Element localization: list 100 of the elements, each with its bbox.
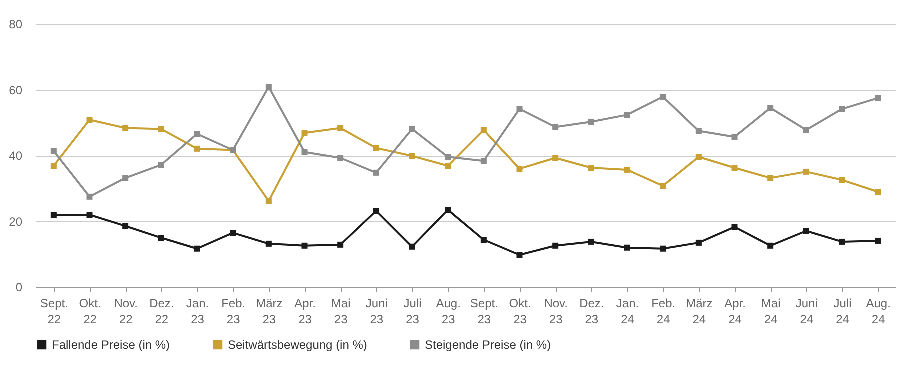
- x-tick-label: Juli 24: [834, 296, 852, 326]
- point: [373, 170, 380, 176]
- x-tick-label: Nov. 23: [544, 296, 568, 326]
- y-tick-label: 80: [9, 18, 23, 32]
- point: [50, 163, 57, 170]
- point: [302, 130, 308, 136]
- point: [338, 155, 344, 162]
- point: [516, 106, 523, 112]
- point: [803, 228, 810, 234]
- point: [86, 212, 93, 218]
- point: [266, 84, 272, 90]
- point: [50, 212, 57, 218]
- x-tick-label: Apr. 23: [294, 296, 316, 326]
- point: [302, 242, 308, 249]
- x-tick-label: Okt. 22: [79, 296, 102, 326]
- point: [480, 236, 487, 243]
- point: [158, 162, 164, 168]
- x-tick-label: März 23: [256, 296, 283, 326]
- x-tick-label: Mai 23: [331, 296, 351, 326]
- point: [660, 183, 666, 190]
- x-tick-label: März 24: [686, 296, 713, 326]
- point: [768, 105, 774, 112]
- point: [839, 106, 846, 112]
- point: [588, 164, 594, 171]
- x-tick-label: Dez. 22: [150, 296, 174, 326]
- x-tick-label: Mai 24: [761, 296, 781, 326]
- point: [552, 242, 559, 249]
- point: [624, 166, 630, 173]
- point: [445, 207, 452, 214]
- point: [660, 94, 666, 100]
- x-tick-label: Dez. 23: [580, 296, 604, 326]
- x-tick-label: Apr. 24: [724, 296, 746, 326]
- legend-label: Seitwärtsbewegung (in %): [228, 338, 368, 352]
- point: [696, 154, 702, 160]
- point: [373, 145, 380, 152]
- point: [696, 128, 702, 134]
- point: [409, 153, 416, 160]
- point: [875, 95, 882, 102]
- point: [732, 164, 738, 171]
- x-tick-label: Juni 23: [366, 296, 388, 326]
- point: [86, 194, 93, 200]
- legend-label: Steigende Preise (in %): [425, 338, 552, 352]
- point: [50, 148, 57, 154]
- point: [839, 238, 846, 245]
- point: [338, 125, 344, 132]
- point: [768, 175, 774, 182]
- point: [552, 155, 559, 162]
- x-tick-label: Okt. 23: [509, 296, 532, 326]
- point: [624, 244, 630, 251]
- point: [445, 163, 452, 170]
- point: [768, 242, 774, 249]
- point: [732, 134, 738, 140]
- x-tick-label: Aug. 24: [866, 296, 891, 326]
- point: [194, 246, 200, 252]
- point: [194, 131, 200, 138]
- legend-label: Fallende Preise (in %): [52, 338, 170, 352]
- point: [875, 188, 882, 195]
- point: [624, 112, 630, 118]
- point: [158, 235, 164, 242]
- point: [194, 146, 200, 152]
- point: [302, 149, 308, 156]
- point: [588, 238, 594, 245]
- point: [588, 118, 594, 125]
- point: [86, 116, 93, 123]
- point: [373, 208, 380, 214]
- point: [660, 246, 666, 252]
- point: [875, 238, 882, 244]
- point: [122, 223, 129, 230]
- point: [552, 124, 559, 130]
- point: [480, 158, 487, 164]
- y-tick-label: 0: [16, 280, 23, 294]
- point: [122, 125, 129, 132]
- point: [839, 177, 846, 184]
- x-tick-label: Sept. 23: [470, 296, 498, 326]
- point: [803, 127, 810, 134]
- point: [266, 240, 272, 247]
- point: [732, 224, 738, 230]
- point: [230, 230, 236, 236]
- y-tick-label: 60: [9, 83, 23, 98]
- x-tick-label: Feb. 23: [222, 296, 246, 326]
- x-tick-label: Feb. 24: [652, 296, 676, 326]
- point: [122, 175, 129, 182]
- point: [480, 127, 487, 134]
- x-tick-label: Jan. 24: [616, 296, 640, 326]
- x-tick-label: Juli 23: [404, 296, 422, 326]
- y-tick-label: 40: [9, 149, 23, 163]
- point: [266, 198, 272, 204]
- point: [338, 242, 344, 248]
- point: [409, 126, 416, 132]
- x-tick-label: Jan. 23: [186, 296, 210, 326]
- x-tick-label: Juni 24: [796, 296, 818, 326]
- point: [696, 240, 702, 246]
- point: [445, 154, 452, 160]
- y-tick-label: 20: [9, 214, 23, 229]
- point: [158, 126, 164, 132]
- x-tick-label: Aug. 23: [436, 296, 461, 326]
- point: [803, 168, 810, 175]
- point: [516, 166, 523, 172]
- point: [516, 252, 523, 258]
- x-tick-label: Nov. 22: [114, 296, 138, 326]
